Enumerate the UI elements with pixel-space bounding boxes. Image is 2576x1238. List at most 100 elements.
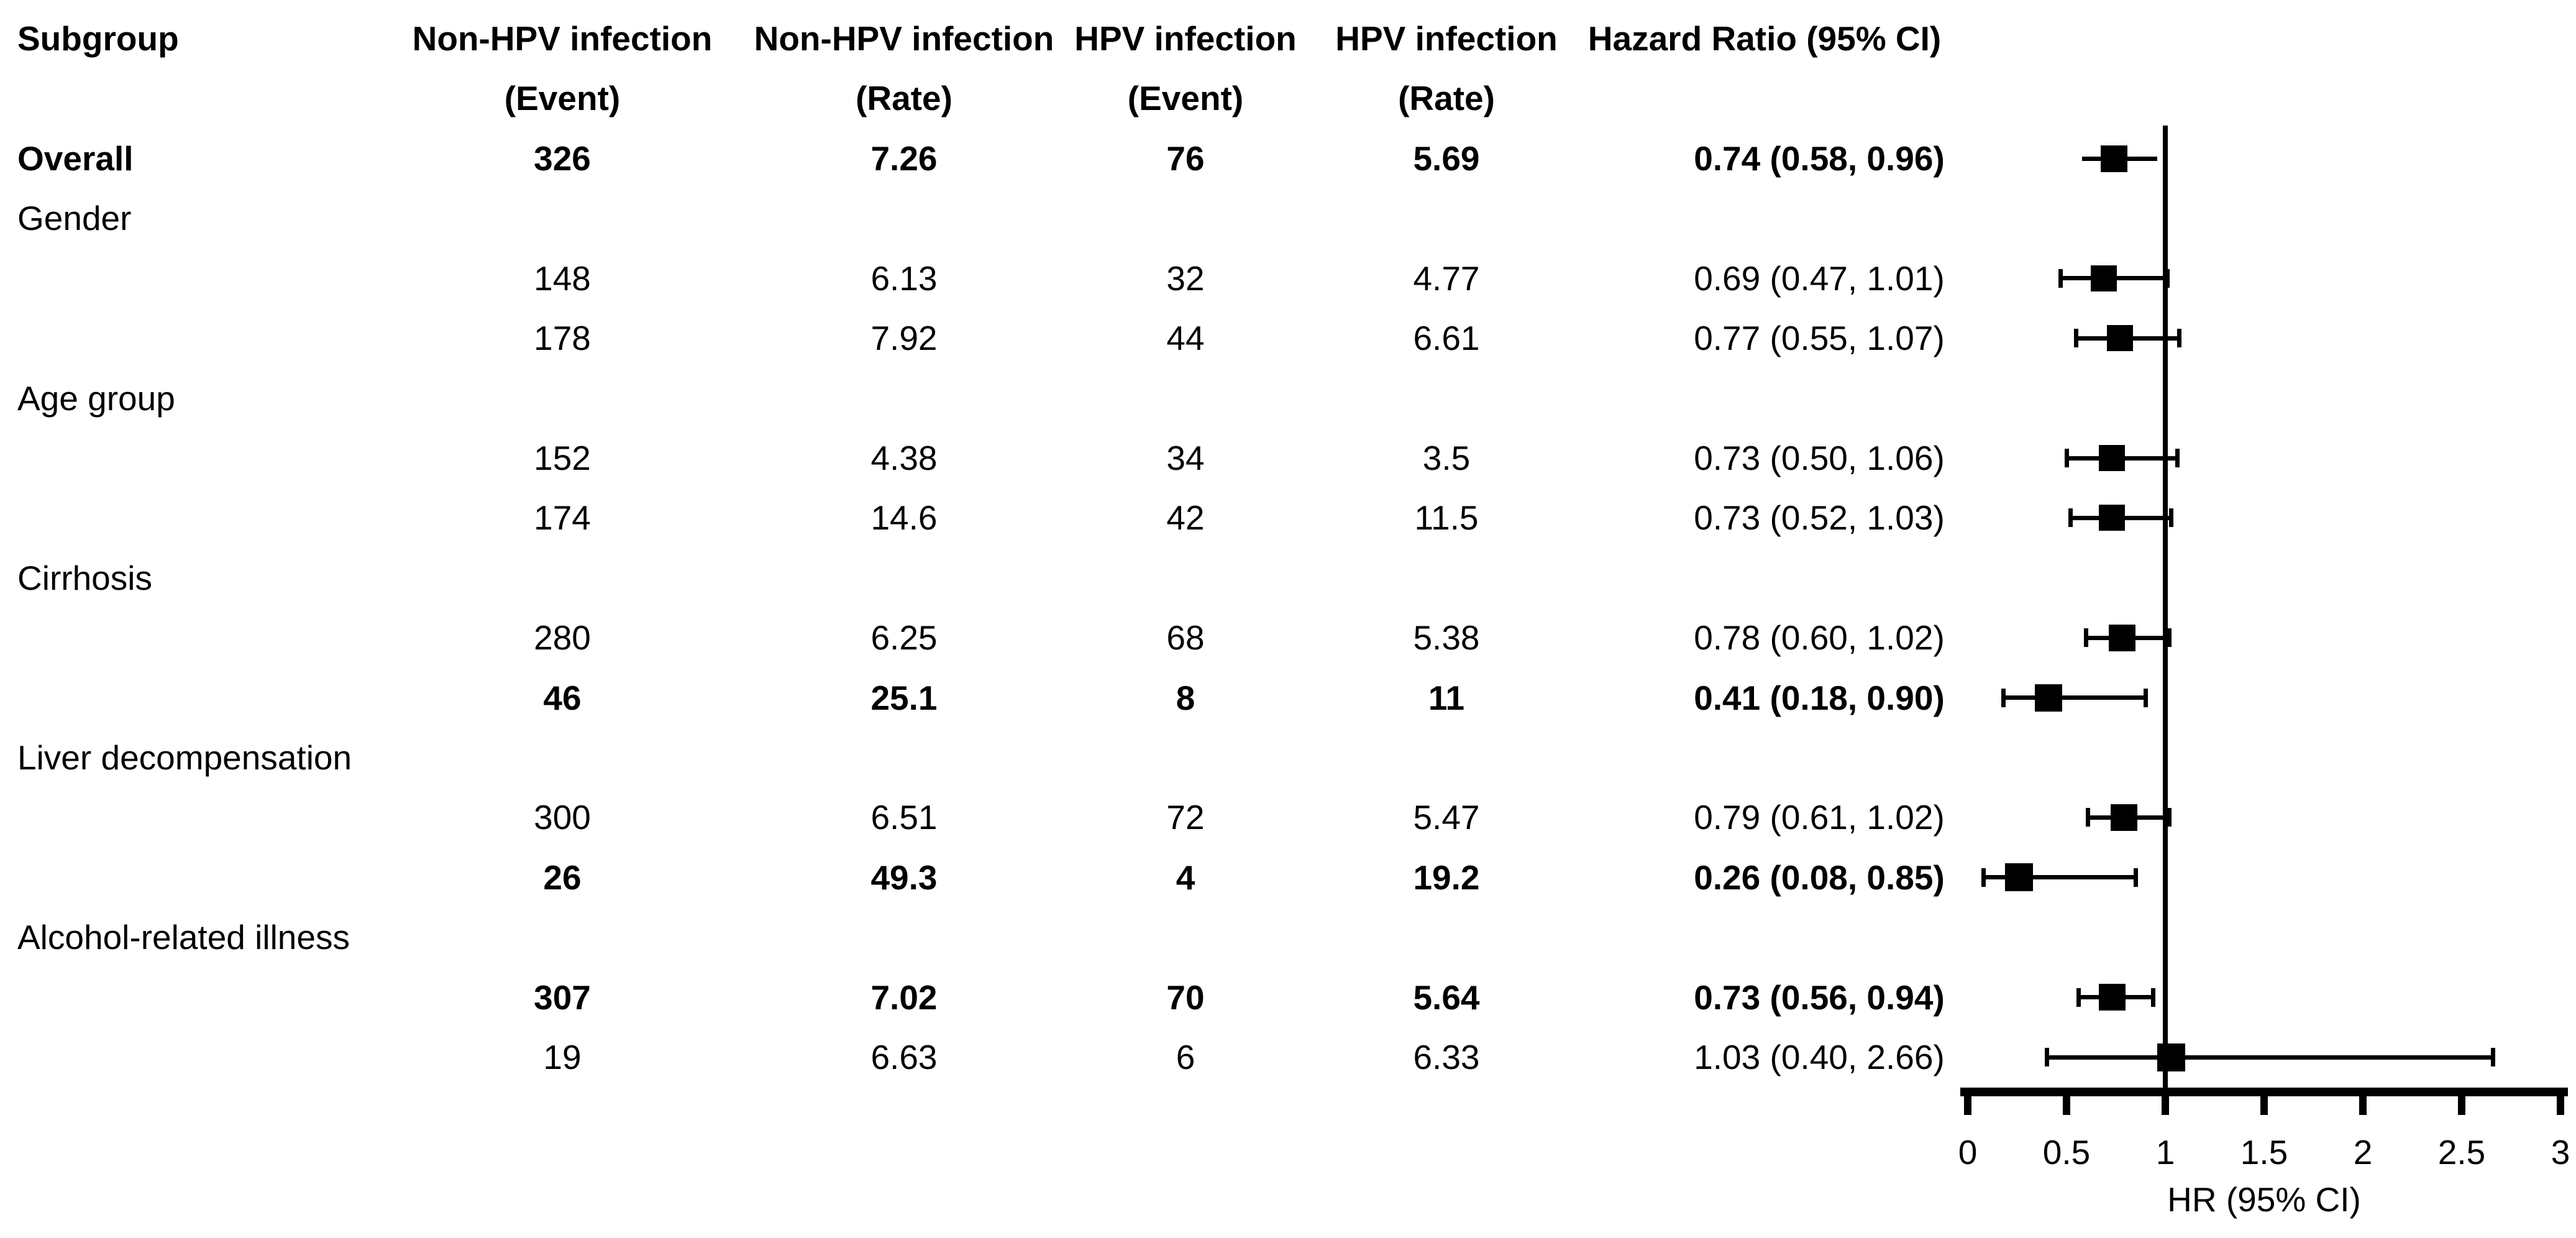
cell-subgroup-label: Alcohol-related illness [17, 918, 350, 957]
cell-nonhpv-rate: 7.92 [870, 319, 938, 358]
cell-hr-ci-text: 1.03 (0.40, 2.66) [1694, 1038, 1945, 1076]
cell-hpv-event: 32 [1166, 259, 1205, 298]
cell-nonhpv-event: 46 [543, 678, 582, 717]
cell-hpv-event [1049, 548, 1322, 608]
cell-nonhpv-event: 280 [534, 618, 591, 658]
header-nonhpv-rate-line2: (Rate) [856, 79, 952, 117]
ci-whisker [2003, 695, 2146, 700]
cell-hpv-event: 72 [1166, 798, 1205, 837]
x-axis-tick [2063, 1095, 2070, 1115]
table-row: Age group [0, 369, 2576, 428]
table-row: 280 6.25 68 5.38 0.78 (0.60, 1.02) [0, 608, 2576, 667]
header-hpv-rate-line2: (Rate) [1398, 79, 1495, 117]
x-axis-tick-label: 0 [1958, 1133, 1978, 1172]
ci-cap-left [2058, 268, 2063, 288]
table-row: 178 7.92 44 6.61 0.77 (0.55, 1.07) [0, 308, 2576, 368]
hr-point-marker [2106, 325, 2133, 352]
cell-hpv-event: 34 [1166, 439, 1205, 477]
ci-cap-left [2064, 449, 2069, 467]
ci-cap-left [2084, 628, 2089, 648]
hr-point-marker [2157, 1043, 2186, 1071]
hr-point-marker [2091, 265, 2117, 291]
ci-whisker [1983, 875, 2136, 880]
cell-subgroup-label [17, 488, 427, 548]
cell-nonhpv-event [426, 188, 699, 248]
ci-cap-left [2074, 329, 2079, 348]
cell-hr-ci-text: 0.41 (0.18, 0.90) [1694, 678, 1945, 717]
cell-subgroup-label: Gender [17, 199, 132, 238]
cell-hpv-event [1049, 369, 1322, 428]
cell-hr-ci-text: 0.26 (0.08, 0.85) [1694, 858, 1945, 897]
cell-hr-ci-text: 0.73 (0.56, 0.94) [1694, 978, 1945, 1017]
cell-nonhpv-event [426, 548, 699, 608]
cell-hpv-event: 68 [1166, 618, 1205, 658]
ci-cap-right [2165, 268, 2170, 288]
ci-cap-right [2175, 449, 2180, 467]
ci-cap-right [2133, 868, 2138, 887]
header-subgroup: Subgroup [17, 19, 179, 58]
header-nonhpv-rate-line1: Non-HPV infection [754, 19, 1054, 58]
table-row: 26 49.3 4 19.2 0.26 (0.08, 0.85) [0, 848, 2576, 907]
cell-hpv-rate: 3.5 [1422, 439, 1471, 477]
hr-point-marker [2099, 445, 2126, 471]
x-axis-tick [2458, 1095, 2465, 1115]
x-axis-tick [2557, 1095, 2564, 1115]
ci-cap-right [2169, 508, 2174, 528]
cell-hpv-event: 76 [1166, 139, 1205, 178]
cell-nonhpv-rate: 25.1 [870, 678, 938, 717]
cell-hr-ci-text: 0.78 (0.60, 1.02) [1694, 618, 1945, 658]
cell-hr-ci-text [1651, 907, 1987, 967]
cell-hr-ci-text [1651, 188, 1987, 248]
ci-cap-left [2068, 508, 2073, 528]
hr-point-marker [2099, 505, 2126, 531]
header-hazard-ratio: Hazard Ratio (95% CI) [1587, 19, 1942, 58]
x-axis-line [1960, 1088, 2568, 1096]
table-row: Gender [0, 188, 2576, 248]
cell-nonhpv-rate: 6.25 [870, 618, 938, 658]
hr-point-marker [2005, 863, 2034, 892]
x-axis-tick-label: 1.5 [2240, 1133, 2288, 1172]
cell-hpv-rate [1310, 907, 1583, 967]
cell-hpv-rate: 11.5 [1414, 498, 1479, 538]
ci-cap-right [2151, 988, 2156, 1007]
cell-nonhpv-rate [767, 548, 1041, 608]
ci-cap-right [2167, 808, 2172, 827]
cell-nonhpv-rate [767, 188, 1041, 248]
x-axis-tick-label: 2.5 [2437, 1133, 2486, 1172]
hr-point-marker [2110, 804, 2137, 831]
x-axis-tick-label: 3 [2551, 1133, 2570, 1172]
cell-hpv-event: 6 [1176, 1038, 1195, 1076]
cell-hpv-rate: 19.2 [1413, 858, 1480, 897]
cell-subgroup-label: Overall [17, 139, 134, 178]
ci-cap-left [2086, 808, 2091, 827]
cell-hpv-rate [1310, 188, 1583, 248]
cell-hpv-rate: 5.38 [1413, 618, 1480, 658]
x-axis-tick-label: 2 [2353, 1133, 2373, 1172]
cell-nonhpv-rate: 49.3 [870, 858, 938, 897]
table-row: 46 25.1 8 11 0.41 (0.18, 0.90) [0, 668, 2576, 728]
table-row: 307 7.02 70 5.64 0.73 (0.56, 0.94) [0, 968, 2576, 1027]
cell-subgroup-label [17, 787, 427, 847]
x-axis-tick-label: 0.5 [2042, 1133, 2091, 1172]
table-row: 148 6.13 32 4.77 0.69 (0.47, 1.01) [0, 249, 2576, 308]
cell-hr-ci-text [1651, 369, 1987, 428]
ci-whisker [2047, 1055, 2493, 1060]
header-hpv-rate-line1: HPV infection [1335, 19, 1558, 58]
cell-hpv-event: 70 [1166, 978, 1205, 1017]
cell-hpv-event: 8 [1176, 678, 1195, 717]
cell-hpv-rate: 6.33 [1413, 1038, 1480, 1076]
cell-hpv-rate: 5.64 [1413, 978, 1480, 1017]
cell-hr-ci-text: 0.79 (0.61, 1.02) [1694, 798, 1945, 837]
cell-nonhpv-event: 326 [534, 139, 591, 178]
cell-hpv-rate: 5.47 [1413, 798, 1480, 837]
cell-hr-ci-text: 0.73 (0.50, 1.06) [1694, 439, 1945, 477]
ci-cap-right [2491, 1048, 2496, 1066]
ci-cap-left [2044, 1048, 2049, 1066]
x-axis-tick [1964, 1095, 1971, 1115]
cell-hpv-rate [1310, 548, 1583, 608]
cell-nonhpv-event [426, 907, 699, 967]
cell-nonhpv-event: 178 [534, 319, 591, 358]
ci-cap-left [1981, 868, 1986, 887]
cell-nonhpv-event: 174 [534, 498, 591, 538]
ci-cap-left [2001, 688, 2006, 707]
